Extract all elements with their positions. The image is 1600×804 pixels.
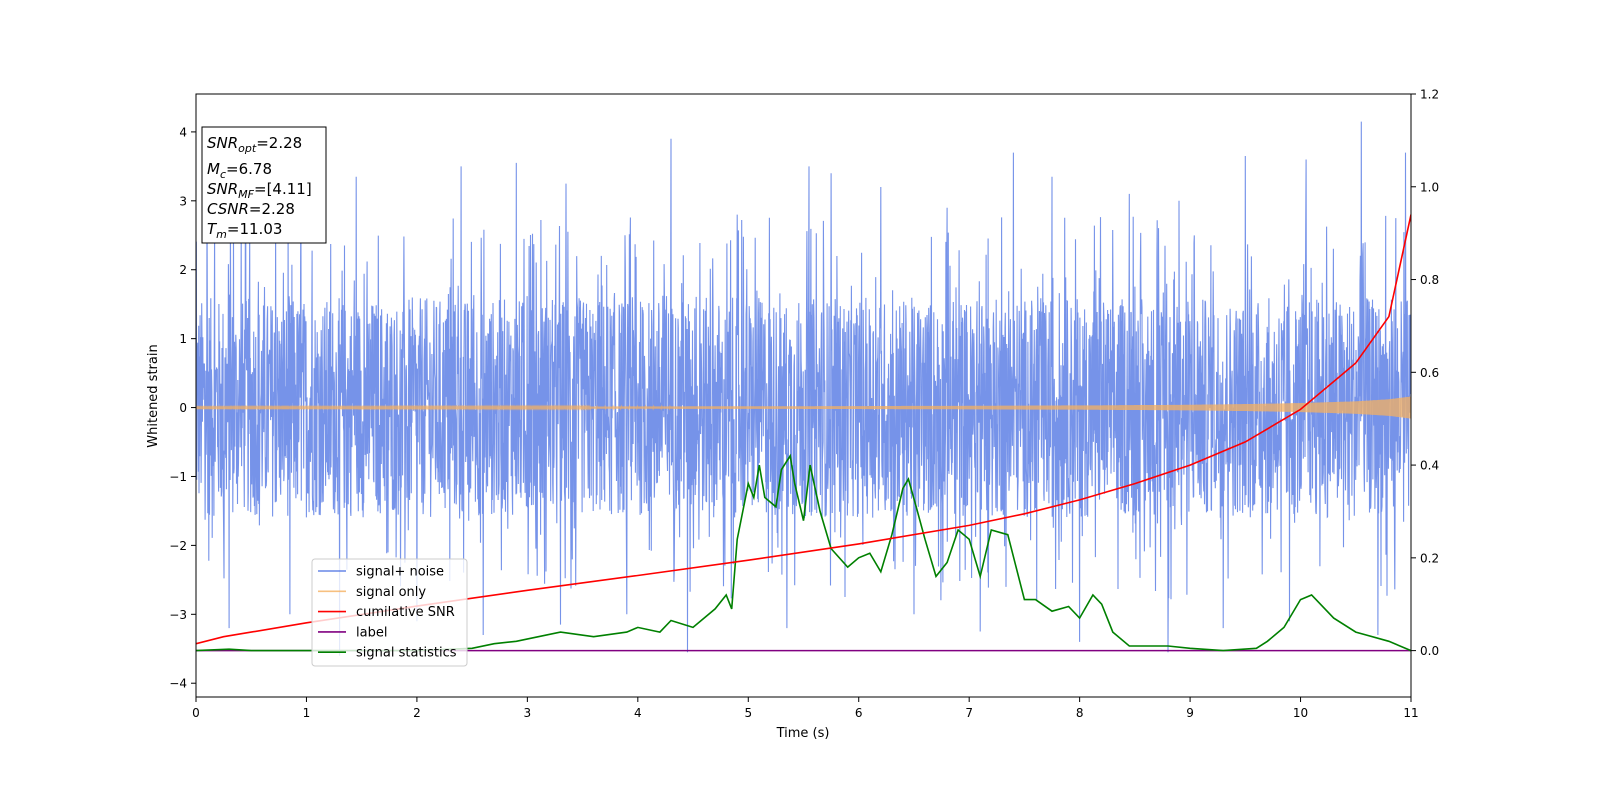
y-right-tick-label: 0.2	[1420, 551, 1439, 565]
legend-label: cumilative SNR	[356, 605, 455, 620]
legend-label: signal only	[356, 585, 426, 600]
tm-name: T	[207, 220, 218, 238]
series-signal-only-line	[196, 396, 1411, 419]
y-left-tick-label: 0	[179, 401, 187, 415]
snr-mf-value: =[4.11]	[254, 180, 312, 198]
y-right-tick-label: 0.8	[1420, 273, 1439, 287]
csnr-name: CSNR	[207, 200, 249, 218]
tm-sub: m	[216, 228, 227, 241]
y-left-tick-label: 1	[179, 332, 187, 346]
legend: signal+ noise signal only cumilative SNR la…	[311, 558, 468, 667]
y-right-tick-label: 1.2	[1420, 88, 1439, 102]
y-axis-right: 1.2 1.0 0.8 0.6 0.4 0.2 0.0	[1411, 88, 1439, 658]
x-axis-label: Time (s)	[776, 726, 830, 741]
y-left-tick-label: −3	[169, 608, 187, 622]
series-signal-statistics-line	[196, 453, 1411, 652]
annotation-snr-mf: SNRMF=[4.11]	[207, 180, 312, 201]
y-right-tick-label: 0.6	[1420, 366, 1439, 380]
x-tick-label: 1	[303, 706, 311, 720]
y-left-tick-label: 3	[179, 194, 187, 208]
mc-value: =6.78	[226, 160, 272, 178]
x-axis: 0 1 2 3 4 5 6 7 8 9 10 11	[192, 697, 1419, 720]
series-cumulative-snr-line	[196, 214, 1411, 645]
axes-frame	[195, 93, 1412, 698]
annotation-tm: Tm=11.03	[207, 220, 282, 241]
tm-value: =11.03	[227, 220, 283, 238]
x-tick-label: 10	[1293, 706, 1308, 720]
x-tick-label: 4	[634, 706, 642, 720]
y-left-tick-label: −1	[169, 470, 187, 484]
series-signal-noise-line	[196, 121, 1411, 656]
x-tick-label: 5	[744, 706, 752, 720]
mc-name: M	[207, 160, 220, 178]
x-tick-label: 7	[965, 706, 973, 720]
annotation-csnr: CSNR=2.28	[207, 200, 295, 218]
snr-opt-value: =2.28	[256, 134, 302, 152]
y-axis-left: 4 3 2 1 0 −1 −2 −3 −4	[169, 125, 196, 691]
y-right-tick-label: 0.0	[1420, 644, 1439, 658]
annotation-snr-opt: SNRopt=2.28	[207, 134, 302, 155]
legend-label: label	[356, 625, 387, 640]
y-left-tick-label: 4	[179, 125, 187, 139]
y-right-tick-label: 1.0	[1420, 180, 1439, 194]
y-left-tick-label: 2	[179, 263, 187, 277]
x-tick-label: 9	[1186, 706, 1194, 720]
legend-label: signal statistics	[356, 646, 457, 661]
x-tick-label: 11	[1403, 706, 1418, 720]
csnr-value: =2.28	[249, 200, 295, 218]
annotation-mc: Mc=6.78	[207, 160, 272, 181]
snr-opt-name: SNR	[207, 134, 238, 152]
snr-opt-sub: opt	[238, 142, 257, 155]
y-left-tick-label: −4	[169, 677, 187, 691]
y-axis-label: Whitened strain	[146, 344, 161, 447]
x-tick-label: 6	[855, 706, 863, 720]
mc-sub: c	[220, 168, 226, 181]
annotation-box: SNRopt=2.28 Mc=6.78 SNRMF=[4.11] CSNR=2.…	[201, 126, 327, 244]
y-left-tick-label: −2	[169, 539, 187, 553]
x-tick-label: 0	[192, 706, 200, 720]
legend-label: signal+ noise	[356, 565, 444, 580]
snr-mf-sub: MF	[238, 188, 254, 201]
x-tick-label: 8	[1076, 706, 1084, 720]
snr-mf-name: SNR	[207, 180, 238, 198]
annotation-frame	[201, 126, 327, 244]
x-tick-label: 3	[524, 706, 532, 720]
x-tick-label: 2	[413, 706, 421, 720]
legend-frame	[311, 558, 468, 667]
y-right-tick-label: 0.4	[1420, 459, 1439, 473]
